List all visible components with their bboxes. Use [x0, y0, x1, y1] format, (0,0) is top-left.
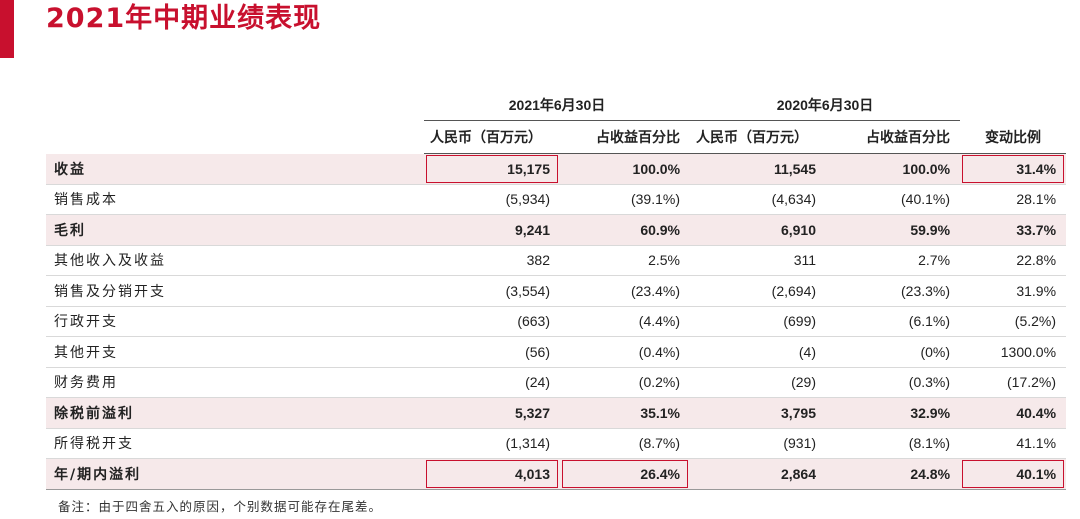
cell-2020-rmb: 311: [690, 245, 827, 276]
cell-2020-pct: (40.1%): [826, 184, 961, 215]
row-label: 行政开支: [46, 306, 424, 337]
cell-change: 1300.0%: [960, 336, 1067, 368]
table-row-cost-of-sales: 销售成本 (5,934) (39.1%) (4,634) (40.1%) 28.…: [46, 184, 1067, 215]
cell-2021-pct: (23.4%): [560, 275, 691, 307]
cell-2020-rmb: (4,634): [690, 184, 827, 215]
row-label: 其他开支: [46, 336, 424, 368]
cell-value: 26.4%: [640, 465, 681, 482]
subheader-change: 变动比例: [960, 120, 1067, 154]
subheader-blank: [46, 121, 424, 154]
cell-2020-pct: (8.1%): [826, 428, 961, 459]
cell-2020-pct: (0.3%): [826, 367, 961, 398]
financial-table: 2021年6月30日 2020年6月30日 人民币（百万元） 占收益百分比 人民…: [46, 90, 1067, 490]
table-row-admin-expenses: 行政开支 (663) (4.4%) (699) (6.1%) (5.2%): [46, 306, 1067, 337]
table-row-gross-profit: 毛利 9,241 60.9% 6,910 59.9% 33.7%: [46, 214, 1067, 246]
page-title: 2021年中期业绩表现: [46, 3, 322, 34]
cell-change: 40.1%: [960, 458, 1067, 490]
subheader-rmb-2020: 人民币（百万元）: [690, 120, 827, 154]
row-label: 财务费用: [46, 367, 424, 398]
cell-2021-rmb: 15,175: [424, 153, 560, 185]
cell-2020-rmb: (699): [690, 306, 827, 337]
cell-2021-rmb: 5,327: [424, 397, 560, 429]
cell-2020-pct: (0%): [826, 336, 961, 368]
cell-2020-rmb: (4): [690, 336, 827, 368]
cell-2020-rmb: 2,864: [690, 458, 827, 490]
table-row-finance-costs: 财务费用 (24) (0.2%) (29) (0.3%) (17.2%): [46, 367, 1067, 398]
cell-2020-pct: (23.3%): [826, 275, 961, 307]
cell-change: 28.1%: [960, 184, 1067, 215]
cell-2020-rmb: 3,795: [690, 397, 827, 429]
period-header-row: 2021年6月30日 2020年6月30日: [46, 90, 1066, 121]
table-row-profit-before-tax: 除税前溢利 5,327 35.1% 3,795 32.9% 40.4%: [46, 397, 1067, 429]
table-row-income-tax: 所得税开支 (1,314) (8.7%) (931) (8.1%) 41.1%: [46, 428, 1067, 459]
cell-2020-rmb: (2,694): [690, 275, 827, 307]
footnote: 备注：由于四舍五入的原因，个别数据可能存在尾差。: [58, 499, 383, 514]
cell-2021-rmb: (5,934): [424, 184, 560, 215]
row-label: 毛利: [46, 214, 424, 246]
accent-bar: [0, 0, 14, 58]
subheader-pct-2020: 占收益百分比: [826, 120, 961, 154]
cell-2021-pct: (8.7%): [560, 428, 691, 459]
row-label: 销售成本: [46, 184, 424, 215]
cell-2020-rmb: (931): [690, 428, 827, 459]
cell-2021-rmb: (24): [424, 367, 560, 398]
cell-change: 31.9%: [960, 275, 1067, 307]
cell-2021-pct: (0.4%): [560, 336, 691, 368]
cell-change: 22.8%: [960, 245, 1067, 276]
cell-2021-rmb: 9,241: [424, 214, 560, 246]
cell-value: 15,175: [507, 160, 550, 177]
cell-2021-pct: (39.1%): [560, 184, 691, 215]
table-row-other-expenses: 其他开支 (56) (0.4%) (4) (0%) 1300.0%: [46, 336, 1067, 368]
subheader-rmb-2021: 人民币（百万元）: [424, 120, 560, 154]
cell-2021-rmb: 382: [424, 245, 560, 276]
cell-2020-rmb: (29): [690, 367, 827, 398]
subheader-pct-2021: 占收益百分比: [560, 120, 691, 154]
cell-value: 40.1%: [1016, 465, 1057, 482]
cell-change: 41.1%: [960, 428, 1067, 459]
cell-2020-pct: 59.9%: [826, 214, 961, 246]
cell-2021-pct: 35.1%: [560, 397, 691, 429]
cell-2020-pct: 24.8%: [826, 458, 961, 490]
cell-2020-pct: (6.1%): [826, 306, 961, 337]
cell-2021-pct: (0.2%): [560, 367, 691, 398]
cell-change: 31.4%: [960, 153, 1067, 185]
cell-2021-rmb: (56): [424, 336, 560, 368]
table-row-other-income: 其他收入及收益 382 2.5% 311 2.7% 22.8%: [46, 245, 1067, 276]
table-row-net-profit: 年/期内溢利 4,013 26.4% 2,864 24.8% 40.1%: [46, 458, 1067, 490]
cell-2021-rmb: 4,013: [424, 458, 560, 490]
row-label: 收益: [46, 153, 424, 185]
cell-2021-rmb: (663): [424, 306, 560, 337]
period-2021: 2021年6月30日: [424, 90, 691, 121]
cell-2020-pct: 32.9%: [826, 397, 961, 429]
cell-value: 31.4%: [1016, 160, 1057, 177]
row-label: 年/期内溢利: [46, 458, 424, 490]
cell-2021-pct: 100.0%: [560, 153, 691, 185]
table-row-selling-expenses: 销售及分销开支 (3,554) (23.4%) (2,694) (23.3%) …: [46, 275, 1067, 307]
row-label: 除税前溢利: [46, 397, 424, 429]
cell-change: (17.2%): [960, 367, 1067, 398]
cell-2021-rmb: (1,314): [424, 428, 560, 459]
cell-change: 40.4%: [960, 397, 1067, 429]
table-row-revenue: 收益 15,175 100.0% 11,545 100.0% 31.4%: [46, 153, 1067, 185]
cell-2020-pct: 2.7%: [826, 245, 961, 276]
cell-change: 33.7%: [960, 214, 1067, 246]
row-label: 其他收入及收益: [46, 245, 424, 276]
subheader-row: 人民币（百万元） 占收益百分比 人民币（百万元） 占收益百分比 变动比例: [46, 120, 1067, 154]
row-label: 所得税开支: [46, 428, 424, 459]
cell-2021-pct: 60.9%: [560, 214, 691, 246]
cell-2021-pct: (4.4%): [560, 306, 691, 337]
cell-2021-pct: 2.5%: [560, 245, 691, 276]
cell-change: (5.2%): [960, 306, 1067, 337]
row-label: 销售及分销开支: [46, 275, 424, 307]
cell-2021-pct: 26.4%: [560, 458, 691, 490]
cell-2020-pct: 100.0%: [826, 153, 961, 185]
header-blank: [46, 90, 424, 121]
cell-2020-rmb: 6,910: [690, 214, 827, 246]
cell-2020-rmb: 11,545: [690, 153, 827, 185]
cell-2021-rmb: (3,554): [424, 275, 560, 307]
header-blank-change: [960, 90, 1066, 121]
cell-value: 4,013: [514, 465, 550, 482]
period-2020: 2020年6月30日: [690, 90, 961, 121]
